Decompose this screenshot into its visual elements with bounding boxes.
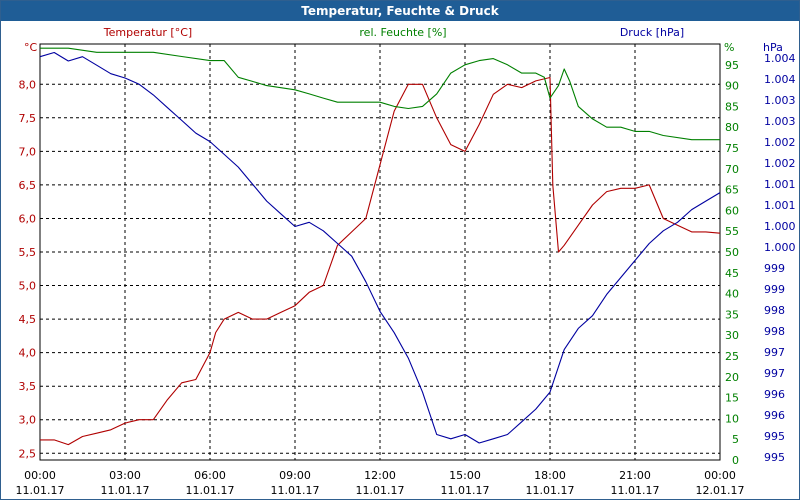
x-tick-date: 11.01.17 bbox=[441, 484, 490, 497]
pressure-series-line bbox=[39, 51, 721, 444]
temperature-tick: 3,0 bbox=[19, 414, 37, 427]
temperature-tick: 7,5 bbox=[19, 112, 37, 125]
temperature-tick: 3,5 bbox=[19, 380, 37, 393]
x-tick-time: 21:00 bbox=[619, 469, 651, 482]
x-tick-time: 09:00 bbox=[279, 469, 311, 482]
pressure-tick: 997 bbox=[764, 367, 785, 380]
x-tick-date: 11.01.17 bbox=[356, 484, 405, 497]
temperature-tick: 2,5 bbox=[19, 447, 37, 460]
x-tick-date: 11.01.17 bbox=[271, 484, 320, 497]
temperature-tick: 4,5 bbox=[19, 313, 37, 326]
x-tick-time: 18:00 bbox=[534, 469, 566, 482]
humidity-tick: 90 bbox=[725, 80, 739, 93]
x-tick-time: 15:00 bbox=[449, 469, 481, 482]
humidity-tick: 25 bbox=[725, 350, 739, 363]
humidity-tick: 85 bbox=[725, 100, 739, 113]
humidity-tick: 65 bbox=[725, 184, 739, 197]
temperature-tick: 6,0 bbox=[19, 212, 37, 225]
pressure-tick: 1.000 bbox=[764, 241, 796, 254]
temperature-axis-label: Temperatur [°C] bbox=[103, 26, 192, 39]
humidity-tick: 40 bbox=[725, 288, 739, 301]
temperature-tick: 7,0 bbox=[19, 145, 37, 158]
humidity-tick: 95 bbox=[725, 59, 739, 72]
temperature-tick: 5,0 bbox=[19, 280, 37, 293]
temperature-tick: 6,5 bbox=[19, 179, 37, 192]
temperature-series-line bbox=[40, 76, 721, 446]
pressure-tick: 1.000 bbox=[764, 220, 796, 233]
temperature-tick: 5,5 bbox=[19, 246, 37, 259]
humidity-unit-label: % bbox=[724, 41, 734, 54]
pressure-tick: 1.004 bbox=[764, 73, 796, 86]
pressure-tick: 996 bbox=[764, 409, 785, 422]
x-tick-date: 11.01.17 bbox=[186, 484, 235, 497]
humidity-tick: 75 bbox=[725, 142, 739, 155]
x-tick-date: 11.01.17 bbox=[101, 484, 150, 497]
x-tick-date: 11.01.17 bbox=[526, 484, 575, 497]
humidity-tick: 55 bbox=[725, 225, 739, 238]
pressure-tick: 995 bbox=[764, 430, 785, 443]
humidity-tick: 70 bbox=[725, 163, 739, 176]
humidity-tick: 50 bbox=[725, 246, 739, 259]
pressure-tick: 1.001 bbox=[764, 178, 796, 191]
x-tick-time: 03:00 bbox=[109, 469, 141, 482]
humidity-tick: 80 bbox=[725, 121, 739, 134]
humidity-tick: 10 bbox=[725, 412, 739, 425]
humidity-series-line bbox=[40, 47, 720, 141]
humidity-tick: 0 bbox=[732, 454, 739, 467]
x-tick-time: 06:00 bbox=[194, 469, 226, 482]
pressure-tick: 998 bbox=[764, 325, 785, 338]
humidity-tick: 30 bbox=[725, 329, 739, 342]
pressure-tick: 996 bbox=[764, 388, 785, 401]
humidity-tick: 60 bbox=[725, 204, 739, 217]
x-tick-date: 11.01.17 bbox=[16, 484, 65, 497]
humidity-tick: 20 bbox=[725, 371, 739, 384]
humidity-axis-label: rel. Feuchte [%] bbox=[359, 26, 446, 39]
x-tick-date: 11.01.17 bbox=[611, 484, 660, 497]
temperature-unit-label: °C bbox=[24, 41, 38, 54]
humidity-tick: 15 bbox=[725, 392, 739, 405]
pressure-axis-label: Druck [hPa] bbox=[620, 26, 684, 39]
pressure-tick: 1.001 bbox=[764, 199, 796, 212]
temperature-tick: 8,0 bbox=[19, 78, 37, 91]
pressure-tick: 999 bbox=[764, 283, 785, 296]
humidity-tick: 35 bbox=[725, 308, 739, 321]
pressure-tick: 1.003 bbox=[764, 94, 796, 107]
window-title: Temperatur, Feuchte & Druck bbox=[1, 1, 799, 21]
humidity-tick: 5 bbox=[732, 433, 739, 446]
pressure-tick: 1.002 bbox=[764, 157, 796, 170]
pressure-tick: 1.004 bbox=[764, 52, 796, 65]
x-tick-time: 12:00 bbox=[364, 469, 396, 482]
x-tick-time: 00:00 bbox=[704, 469, 736, 482]
humidity-tick: 45 bbox=[725, 267, 739, 280]
pressure-tick: 1.003 bbox=[764, 115, 796, 128]
pressure-tick: 1.002 bbox=[764, 136, 796, 149]
x-tick-time: 00:00 bbox=[24, 469, 56, 482]
pressure-tick: 999 bbox=[764, 262, 785, 275]
pressure-unit-label: hPa bbox=[763, 41, 783, 54]
temperature-tick: 4,0 bbox=[19, 347, 37, 360]
pressure-tick: 997 bbox=[764, 346, 785, 359]
pressure-tick: 998 bbox=[764, 304, 785, 317]
x-tick-date: 12.01.17 bbox=[696, 484, 745, 497]
pressure-tick: 995 bbox=[764, 451, 785, 464]
